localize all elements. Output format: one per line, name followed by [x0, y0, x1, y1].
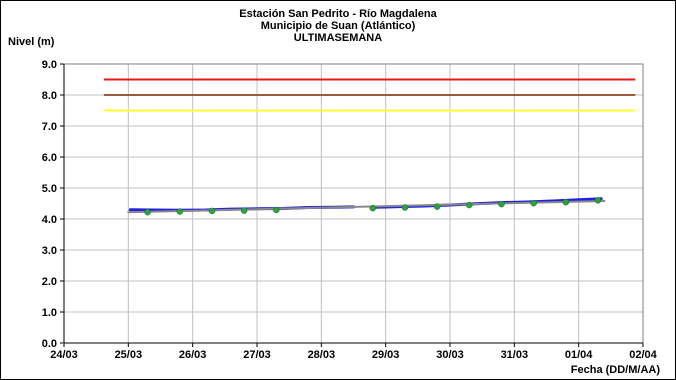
data-point [594, 197, 602, 204]
chart-subtitle: Municipio de Suan (Atlántico) [260, 20, 416, 32]
data-point [369, 204, 377, 212]
y-tick-label: 4.0 [42, 214, 57, 226]
chart-title: Estación San Pedrito - Río Magdalena [239, 8, 437, 20]
data-point [176, 208, 184, 215]
data-point [240, 207, 248, 214]
data-point [144, 208, 151, 216]
y-tick-label: 7.0 [42, 121, 57, 133]
data-point [530, 199, 537, 207]
data-point [208, 207, 216, 215]
x-tick-label: 29/03 [372, 349, 400, 361]
data-point [433, 203, 441, 210]
x-axis-label: Fecha (DD/M/AA) [570, 364, 660, 376]
y-tick-label: 8.0 [42, 90, 57, 102]
x-tick-label: 30/03 [436, 349, 464, 361]
y-tick-label: 1.0 [42, 307, 57, 319]
chart-subtitle-2: ULTIMASEMANA [293, 32, 383, 44]
series-line [127, 200, 606, 214]
x-tick-label: 24/03 [50, 349, 78, 361]
y-tick-label: 9.0 [42, 59, 57, 71]
data-point [466, 201, 473, 209]
y-tick-label: 5.0 [42, 183, 57, 195]
x-tick-label: 27/03 [243, 349, 271, 361]
x-tick-label: 25/03 [115, 349, 143, 361]
y-tick-label: 2.0 [42, 276, 57, 288]
plot-area [64, 64, 643, 343]
data-point [401, 204, 409, 211]
x-tick-label: 28/03 [308, 349, 336, 361]
data-point [498, 200, 505, 208]
y-axis-label: Nivel (m) [8, 36, 55, 48]
x-tick-label: 26/03 [179, 349, 207, 361]
y-tick-label: 6.0 [42, 152, 57, 164]
x-tick-label: 02/04 [629, 349, 657, 361]
y-tick-label: 0.0 [42, 338, 57, 350]
y-tick-label: 3.0 [42, 245, 57, 257]
x-tick-label: 31/03 [501, 349, 529, 361]
x-tick-label: 01/04 [565, 349, 593, 361]
data-point [562, 199, 570, 206]
data-point [273, 206, 280, 214]
